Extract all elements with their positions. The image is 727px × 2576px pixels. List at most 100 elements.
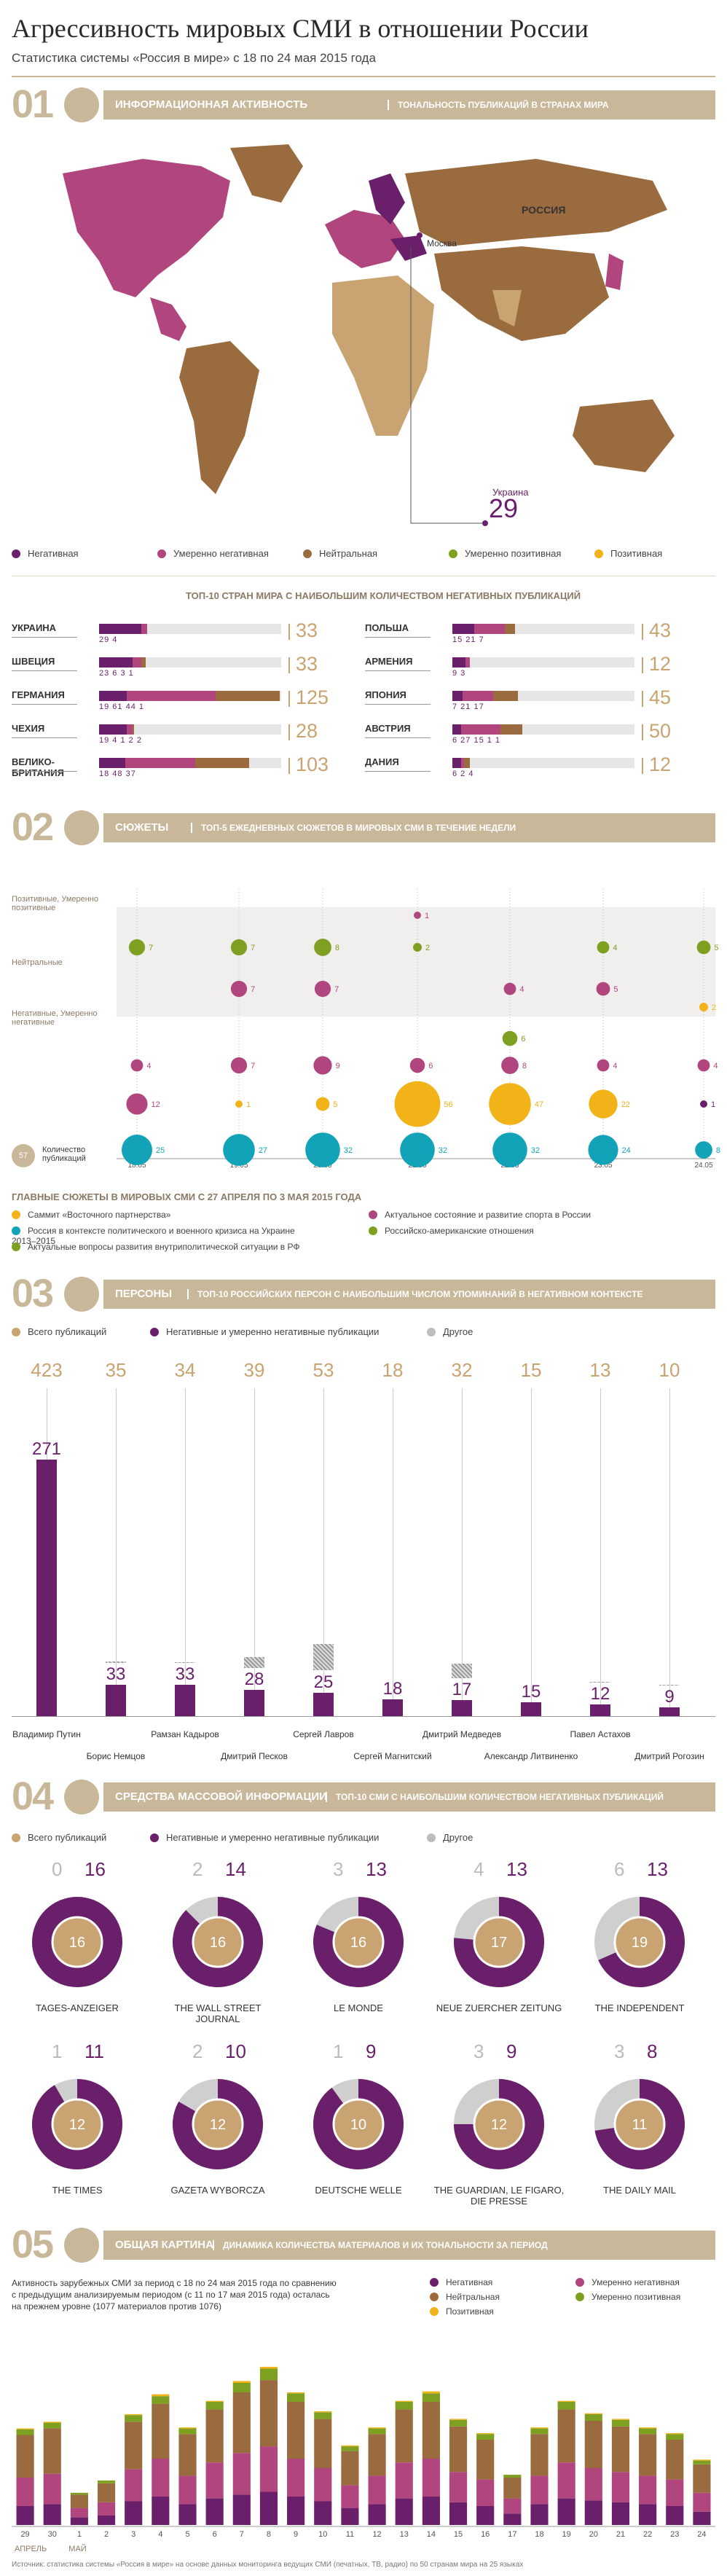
overview-bar-segment [557,2402,575,2410]
overview-tick-label: 5 [185,2530,189,2539]
overview-bar-segment [449,2472,468,2502]
overview-bar-segment [178,2504,197,2525]
overview-bar-segment [205,2462,224,2499]
topic-bubble [413,943,422,952]
overview-bar-segment [395,2462,413,2499]
overview-bar-segment [178,2475,197,2505]
topic-value: 1 [425,912,429,920]
overview-bar-segment [16,2506,34,2525]
person-other-bar [313,1644,334,1671]
overview-bar-segment [125,2415,143,2422]
overview-bar-segment [395,2409,413,2463]
overview-bar-segment [639,2428,657,2435]
country-bar-segment [465,657,470,668]
country-bar-segment [99,657,133,668]
donut-center [51,2098,103,2150]
topic-value: 9 [336,1062,340,1070]
person-neg-bar [382,1699,403,1716]
section-number: 02 [12,805,54,849]
topic-bubble [314,939,331,956]
topic-value: 2 [712,1003,716,1012]
topic-bubble [394,1081,441,1127]
country-underline [12,704,77,705]
overview-bar-segment [43,2422,61,2429]
topic-value: 4 [146,1062,151,1070]
person-neg-value: 271 [31,1438,62,1459]
media-legend-item: Другое [427,1832,473,1843]
overview-bar-segment [232,2392,251,2454]
qty-label: Количество публикаций [42,1146,86,1163]
country-bar-segment [125,758,195,768]
overview-bar-segment [152,2394,170,2397]
donut-total: 17 [491,1935,507,1951]
media-neg-value: 8 [647,2040,658,2062]
country-total: 50 [649,720,672,742]
topic-value: 32 [344,1146,353,1155]
person-gridline [254,1388,255,1716]
topics-main-title: Главные сюжеты в мировых СМИ с 27 апреля… [12,1191,362,1202]
country-name: Германия [12,689,65,700]
overview-bar-segment [476,2432,495,2435]
overview-bar-segment [476,2506,495,2525]
person-gridline [185,1388,186,1716]
topic-bubble [597,1059,610,1072]
media-other-value: 3 [333,1858,344,1880]
overview-tick-label: 12 [372,2530,381,2539]
overview-bar-segment [666,2432,684,2435]
overview-tick-label: 15 [454,2530,463,2539]
overview-bar-segment [232,2494,251,2525]
row-label-positive: Позитивные, Умеренно позитивные [12,895,99,912]
tone-legend-item: Негативная [12,548,79,559]
overview-bar-segment [287,2402,305,2459]
overview-bar-segment [611,2502,630,2525]
media-donut: 16 [313,1897,404,1987]
overview-bar-segment [70,2494,88,2508]
overview-bar-segment [422,2391,440,2394]
overview-bar-segment [395,2498,413,2525]
overview-bar-segment [693,2511,711,2525]
media-name: The Guardian, Le Figaro, Die Presse [433,2185,565,2207]
person-name: Дмитрий Медведев [422,1729,502,1739]
countries-chart: Украина 29 4 33 Швеция 23 6 3 1 33 Германия 19 … [12,619,715,791]
person-neg-value: 33 [175,1664,195,1685]
country-name: Швеция [12,656,55,667]
media-other-value: 1 [333,2040,344,2062]
donut-total: 19 [632,1935,648,1951]
country-bar-track [99,691,281,701]
date-label: 24.05 [694,1162,712,1170]
country-bar-segment [452,758,461,768]
person-total: 53 [313,1359,334,1381]
overview-bar-segment [422,2402,440,2459]
overview-tick-label: 3 [131,2530,135,2539]
map-europe [325,210,405,268]
topic-bubble [503,982,516,995]
media-other-value: 3 [473,2040,484,2062]
legend-label: Умеренно негативная [173,548,269,559]
person-icon [64,1277,99,1312]
legend-label: Умеренно негативная [592,2277,680,2287]
topic-bubble [122,1135,152,1165]
person-neg-value: 17 [452,1679,472,1699]
legend-dot [427,1833,436,1842]
overview-bar-segment [125,2413,143,2416]
section-title: Общая картина [115,2239,213,2251]
section-title: Сюжеты [115,821,169,834]
tone-legend-item: Умеренно негативная [157,548,269,559]
overview-bar-segment [314,2411,332,2413]
overview-bar-segment [97,2483,116,2502]
date-label: 18.05 [127,1162,146,1170]
country-bar-segment [216,691,280,701]
topic-value: 25 [156,1146,165,1155]
legend-dot [369,1210,377,1219]
overview-bar-segment [422,2393,440,2402]
topic-value: 4 [519,985,524,994]
section-05-header: 05 Общая картина Динамика количества мат… [12,2223,715,2266]
overview-tick-label: 8 [267,2530,271,2539]
page-subtitle: Статистика системы «Россия в мире» с 18 … [12,51,376,65]
topic-bubble [695,1141,712,1159]
person-name: Павел Астахов [570,1729,631,1739]
overview-bar-segment [530,2428,549,2435]
legend-label: Нейтральная [319,548,378,559]
country-bar-segment [127,691,216,701]
country-values: 9 3 [452,669,466,678]
